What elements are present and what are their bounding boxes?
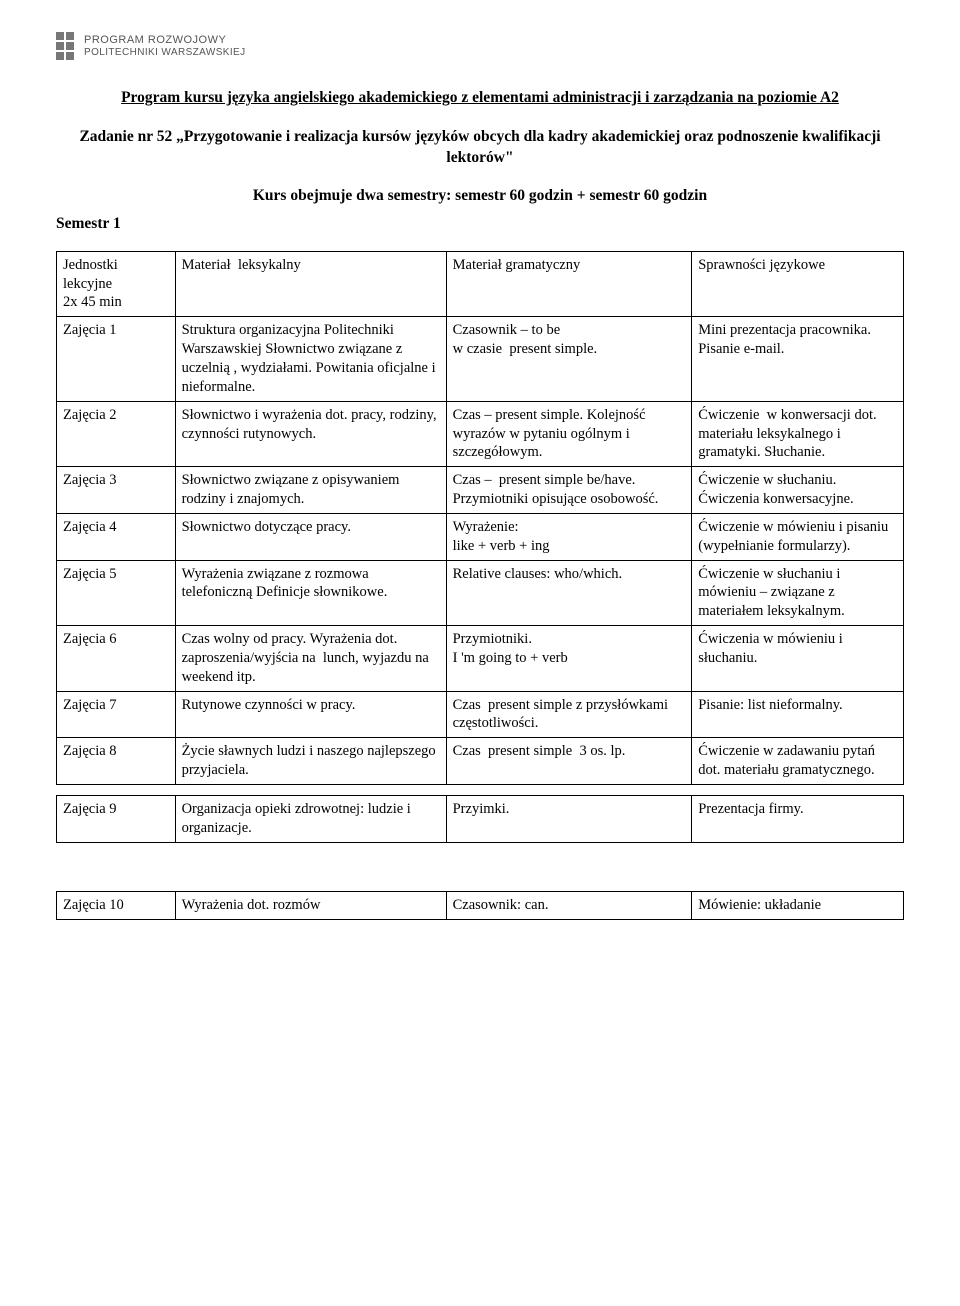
cell-skills: Ćwiczenie w zadawaniu pytań dot. materia… (692, 738, 904, 785)
cell-grammar: Wyrażenie: like + verb + ing (446, 513, 692, 560)
cell-skills: Ćwiczenie w mówieniu i pisaniu (wypełnia… (692, 513, 904, 560)
table-row: Zajęcia 3Słownictwo związane z opisywani… (57, 467, 904, 514)
logo-header: PROGRAM ROZWOJOWY POLITECHNIKI WARSZAWSK… (56, 32, 904, 60)
cell-unit: Zajęcia 10 (57, 891, 176, 919)
table-row: Zajęcia 5Wyrażenia związane z rozmowa te… (57, 560, 904, 626)
header-grammar: Materiał gramatyczny (446, 251, 692, 317)
cell-unit: Zajęcia 9 (57, 796, 176, 843)
cell-skills: Ćwiczenie w słuchaniu i mówieniu – związ… (692, 560, 904, 626)
cell-grammar: Przymiotniki. I 'm going to + verb (446, 626, 692, 692)
syllabus-table-3: Zajęcia 10Wyrażenia dot. rozmówCzasownik… (56, 891, 904, 920)
cell-skills: Ćwiczenie w słuchaniu. Ćwiczenia konwers… (692, 467, 904, 514)
cell-lexical: Struktura organizacyjna Politechniki War… (175, 317, 446, 401)
syllabus-table-1: Jednostki lekcyjne 2x 45 minMateriał lek… (56, 251, 904, 785)
header-unit: Jednostki lekcyjne 2x 45 min (57, 251, 176, 317)
cell-lexical: Wyrażenia dot. rozmów (175, 891, 446, 919)
table-row: Zajęcia 7Rutynowe czynności w pracy.Czas… (57, 691, 904, 738)
document-title: Program kursu języka angielskiego akadem… (56, 88, 904, 109)
cell-grammar: Czasownik – to be w czasie present simpl… (446, 317, 692, 401)
cell-grammar: Relative clauses: who/which. (446, 560, 692, 626)
course-description: Kurs obejmuje dwa semestry: semestr 60 g… (56, 187, 904, 205)
cell-grammar: Czas present simple 3 os. lp. (446, 738, 692, 785)
cell-skills: Pisanie: list nieformalny. (692, 691, 904, 738)
cell-grammar: Czas present simple z przysłówkami częst… (446, 691, 692, 738)
table-row: Zajęcia 10Wyrażenia dot. rozmówCzasownik… (57, 891, 904, 919)
cell-unit: Zajęcia 2 (57, 401, 176, 467)
table-row: Zajęcia 8Życie sławnych ludzi i naszego … (57, 738, 904, 785)
cell-lexical: Organizacja opieki zdrowotnej: ludzie i … (175, 796, 446, 843)
cell-grammar: Czasownik: can. (446, 891, 692, 919)
table-row: Zajęcia 2Słownictwo i wyrażenia dot. pra… (57, 401, 904, 467)
cell-lexical: Słownictwo i wyrażenia dot. pracy, rodzi… (175, 401, 446, 467)
cell-unit: Zajęcia 6 (57, 626, 176, 692)
cell-grammar: Czas – present simple. Kolejność wyrazów… (446, 401, 692, 467)
cell-grammar: Czas – present simple be/have. Przymiotn… (446, 467, 692, 514)
cell-grammar: Przyimki. (446, 796, 692, 843)
cell-skills: Prezentacja firmy. (692, 796, 904, 843)
table-header-row: Jednostki lekcyjne 2x 45 minMateriał lek… (57, 251, 904, 317)
header-lexical: Materiał leksykalny (175, 251, 446, 317)
cell-lexical: Rutynowe czynności w pracy. (175, 691, 446, 738)
logo-text: PROGRAM ROZWOJOWY POLITECHNIKI WARSZAWSK… (84, 34, 246, 58)
cell-lexical: Słownictwo związane z opisywaniem rodzin… (175, 467, 446, 514)
cell-lexical: Słownictwo dotyczące pracy. (175, 513, 446, 560)
semester-label: Semestr 1 (56, 215, 904, 233)
header-skills: Sprawności językowe (692, 251, 904, 317)
syllabus-table-2: Zajęcia 9Organizacja opieki zdrowotnej: … (56, 795, 904, 843)
cell-lexical: Czas wolny od pracy. Wyrażenia dot. zapr… (175, 626, 446, 692)
cell-lexical: Wyrażenia związane z rozmowa telefoniczn… (175, 560, 446, 626)
logo-line2: POLITECHNIKI WARSZAWSKIEJ (84, 47, 246, 59)
cell-unit: Zajęcia 7 (57, 691, 176, 738)
cell-skills: Ćwiczenie w konwersacji dot. materiału l… (692, 401, 904, 467)
cell-unit: Zajęcia 4 (57, 513, 176, 560)
cell-skills: Ćwiczenia w mówieniu i słuchaniu. (692, 626, 904, 692)
cell-skills: Mówienie: układanie (692, 891, 904, 919)
logo-mark (56, 32, 74, 60)
table-row: Zajęcia 9Organizacja opieki zdrowotnej: … (57, 796, 904, 843)
cell-unit: Zajęcia 3 (57, 467, 176, 514)
logo-line1: PROGRAM ROZWOJOWY (84, 34, 246, 47)
cell-skills: Mini prezentacja pracownika. Pisanie e-m… (692, 317, 904, 401)
table-row: Zajęcia 4Słownictwo dotyczące pracy.Wyra… (57, 513, 904, 560)
cell-unit: Zajęcia 5 (57, 560, 176, 626)
cell-lexical: Życie sławnych ludzi i naszego najlepsze… (175, 738, 446, 785)
cell-unit: Zajęcia 1 (57, 317, 176, 401)
cell-unit: Zajęcia 8 (57, 738, 176, 785)
document-subtitle: Zadanie nr 52 „Przygotowanie i realizacj… (56, 127, 904, 169)
table-row: Zajęcia 6Czas wolny od pracy. Wyrażenia … (57, 626, 904, 692)
table-row: Zajęcia 1Struktura organizacyjna Politec… (57, 317, 904, 401)
